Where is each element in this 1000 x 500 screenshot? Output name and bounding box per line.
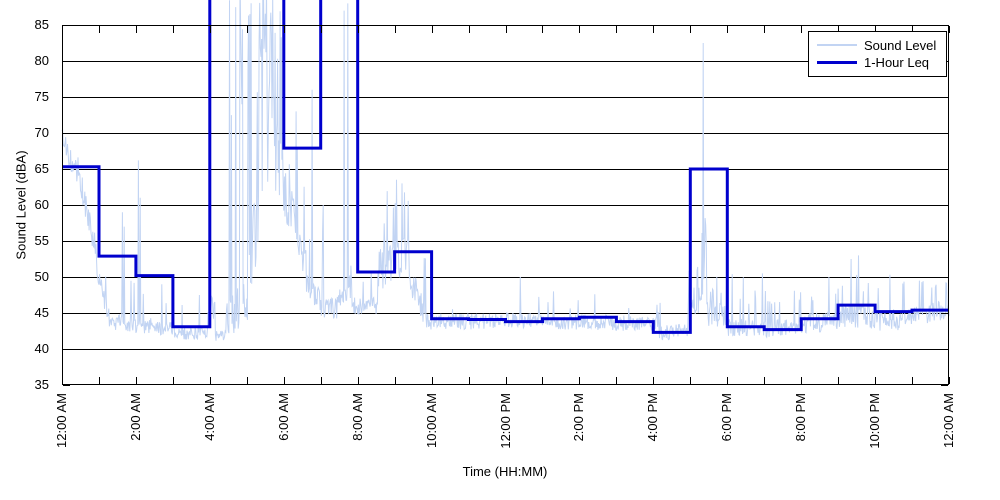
x-tick-label: 8:00 AM	[349, 393, 365, 441]
y-tick-label: 40	[34, 341, 49, 356]
y-tick-label: 35	[34, 377, 49, 392]
y-tick-label: 65	[34, 161, 49, 176]
y-tick-label: 75	[34, 89, 49, 104]
legend-item-sound-level: Sound Level	[817, 38, 946, 53]
y-axis-title: Sound Level (dBA)	[13, 150, 29, 260]
x-tick-label: 12:00 AM	[54, 393, 69, 448]
x-tick-label: 10:00 AM	[423, 393, 439, 448]
x-axis-title: Time (HH:MM)	[462, 464, 548, 479]
y-tick-label: 50	[34, 269, 49, 284]
x-tick-label: 12:00 AM	[941, 393, 956, 448]
x-tick-label: 10:00 PM	[867, 393, 883, 449]
x-tick-label: 6:00 AM	[275, 393, 291, 441]
legend-label-1hour-leq: 1-Hour Leq	[864, 55, 930, 71]
x-tick-label: 4:00 PM	[645, 393, 661, 442]
leq-legend-line	[817, 61, 857, 65]
x-tick-label: 8:00 PM	[793, 393, 809, 442]
sound-level-legend-line	[817, 44, 857, 47]
legend-item-1hour-leq: 1-Hour Leq	[817, 55, 946, 70]
y-tick-label: 60	[34, 197, 49, 212]
x-tick-label: 12:00 PM	[497, 393, 513, 449]
x-tick-label: 2:00 PM	[571, 393, 587, 442]
legend-label-sound-level: Sound Level	[864, 37, 937, 53]
legend: Sound Level 1-Hour Leq	[808, 31, 947, 77]
y-tick-label: 70	[34, 125, 49, 140]
x-tick-label: 6:00 PM	[719, 393, 735, 442]
y-tick-label: 85	[34, 17, 49, 32]
y-tick-label: 45	[34, 305, 49, 320]
y-tick-label: 80	[34, 53, 49, 68]
x-tick-label: 2:00 AM	[127, 393, 143, 441]
x-tick-label: 4:00 AM	[201, 393, 217, 441]
y-tick-label: 55	[34, 233, 49, 248]
